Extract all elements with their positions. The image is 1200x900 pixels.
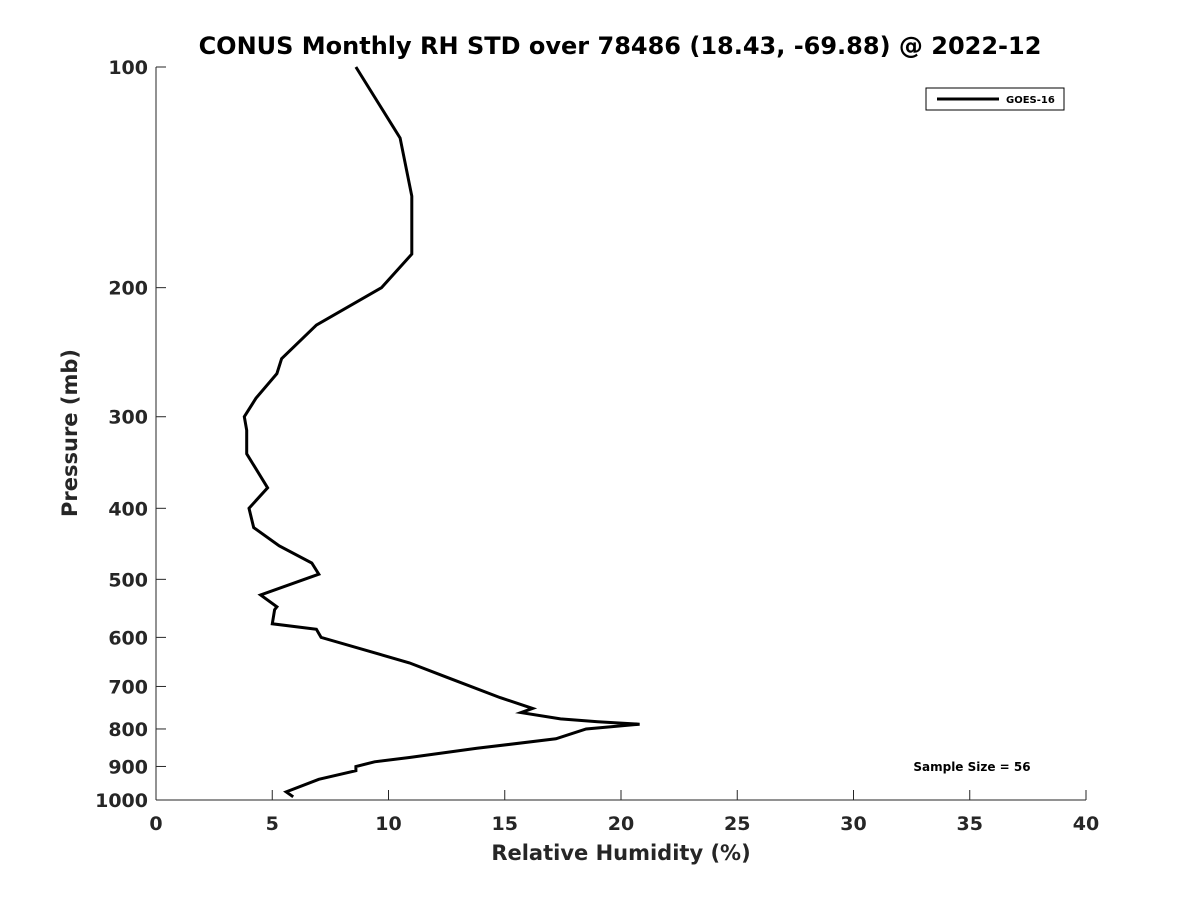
y-tick-label: 300 (108, 407, 148, 429)
y-tick-label: 1000 (95, 790, 148, 812)
legend: GOES-16 (925, 87, 1065, 111)
x-tick-label: 35 (957, 813, 983, 835)
y-tick-label: 800 (108, 719, 148, 741)
y-tick-label: 200 (108, 278, 148, 300)
y-tick-label: 400 (108, 498, 148, 520)
y-tick-label: 600 (108, 627, 148, 649)
plot-area (156, 67, 1086, 800)
y-tick-label: 100 (108, 57, 148, 79)
y-axis-ticks: 100 200 300 400 500 600 700 800 900 1000 (95, 57, 166, 812)
x-axis-ticks: 0 5 10 15 20 25 30 35 40 (149, 790, 1099, 835)
x-tick-label: 30 (840, 813, 866, 835)
series-line (242, 66, 640, 799)
chart-title: CONUS Monthly RH STD over 78486 (18.43, … (199, 32, 1042, 60)
y-tick-label: 700 (108, 676, 148, 698)
y-tick-label: 500 (108, 569, 148, 591)
x-tick-label: 10 (375, 813, 401, 835)
y-tick-label: 900 (108, 756, 148, 778)
x-tick-label: 15 (492, 813, 518, 835)
x-tick-label: 20 (608, 813, 634, 835)
legend-label: GOES-16 (1006, 95, 1055, 106)
y-axis-label: Pressure (mb) (58, 349, 82, 517)
sample-size-annotation: Sample Size = 56 (913, 760, 1030, 774)
x-tick-label: 40 (1073, 813, 1099, 835)
x-axis-label: Relative Humidity (%) (491, 841, 750, 865)
data-series (242, 66, 640, 799)
x-tick-label: 5 (266, 813, 279, 835)
x-tick-label: 0 (149, 813, 162, 835)
x-tick-label: 25 (724, 813, 750, 835)
